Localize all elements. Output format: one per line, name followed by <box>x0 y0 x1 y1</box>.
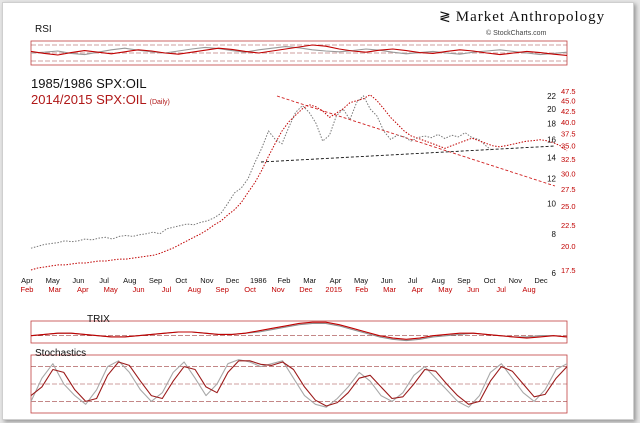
x-top-tick-10: Feb <box>278 276 291 285</box>
chart-canvas: 6 8 10 12 14 16 18 20 22 17.5 20.0 22.5 25.0 27.5 30.0… <box>21 40 576 414</box>
y-right-tick-2: 22.5 <box>561 221 576 230</box>
y-right-tick-12: 47.5 <box>561 87 576 96</box>
x-top-tick-18: Oct <box>484 276 497 285</box>
x-top-tick-11: Mar <box>303 276 316 285</box>
y-right-tick-7: 35.0 <box>561 142 576 151</box>
x-top-tick-15: Jul <box>408 276 418 285</box>
price-panel: 6 8 10 12 14 16 18 20 22 17.5 20.0 22.5 25.0 27.5 30.0… <box>21 87 576 294</box>
stoch-series-2-line <box>30 360 568 407</box>
y-left-tick-1: 8 <box>552 230 557 239</box>
x-top-tick-17: Sep <box>457 276 470 285</box>
chart-title-secondary-text: 2014/2015 SPX:OIL <box>31 92 147 107</box>
y-left-tick-4: 14 <box>547 154 556 163</box>
x-bottom-tick-4: Jun <box>133 285 145 294</box>
x-top-tick-1: May <box>46 276 60 285</box>
y-right-tick-10: 42.5 <box>561 107 576 116</box>
x-bottom-tick-2: Apr <box>77 285 89 294</box>
price-series-1985-line <box>30 95 493 249</box>
trix-panel <box>30 320 568 344</box>
x-top-tick-19: Nov <box>509 276 523 285</box>
y-left-tick-2: 10 <box>547 199 556 208</box>
y-right-tick-3: 25.0 <box>561 202 576 211</box>
x-bottom-tick-0: Feb <box>21 285 34 294</box>
brand-logo: ≷ Market Anthropology <box>435 9 605 26</box>
trix-series-2-line <box>30 321 568 340</box>
y-right-tick-1: 20.0 <box>561 242 576 251</box>
x-top-tick-16: Aug <box>432 276 445 285</box>
x-bottom-tick-5: Jul <box>162 285 172 294</box>
double-helix-icon: ≷ <box>439 10 452 25</box>
trendline-black <box>260 145 556 163</box>
x-bottom-tick-3: May <box>104 285 118 294</box>
x-top-tick-4: Aug <box>123 276 136 285</box>
x-top-tick-20: Dec <box>534 276 548 285</box>
trix-series-1-line <box>30 322 568 342</box>
trix-frame <box>30 320 568 344</box>
x-bottom-tick-12: Feb <box>355 285 368 294</box>
x-top-tick-7: Nov <box>200 276 214 285</box>
x-bottom-tick-18: Aug <box>522 285 535 294</box>
x-top-tick-14: Jun <box>381 276 393 285</box>
x-bottom-tick-9: Nov <box>271 285 285 294</box>
chart-frame: 6 8 10 12 14 16 18 20 22 17.5 20.0 22.5 25.0 27.5 30.0… <box>2 2 634 420</box>
x-bottom-tick-15: May <box>438 285 452 294</box>
x-bottom-tick-1: Mar <box>48 285 61 294</box>
price-series-2014-line <box>30 94 568 271</box>
y-right-tick-5: 30.0 <box>561 169 576 178</box>
rsi-panel <box>30 40 568 66</box>
brand-name: Market Anthropology <box>455 9 606 25</box>
y-right-tick-0: 17.5 <box>561 266 576 275</box>
x-bottom-tick-17: Jul <box>496 285 506 294</box>
x-top-tick-0: Apr <box>21 276 33 285</box>
chart-title-note: (Daily) <box>149 99 170 106</box>
x-bottom-tick-10: Dec <box>299 285 313 294</box>
y-left-tick-6: 18 <box>547 119 556 128</box>
x-bottom-tick-16: Jun <box>467 285 479 294</box>
x-top-tick-5: Sep <box>149 276 162 285</box>
y-left-tick-3: 12 <box>547 175 556 184</box>
y-right-tick-11: 45.0 <box>561 97 576 106</box>
x-top-tick-3: Jul <box>99 276 109 285</box>
x-bottom-tick-13: Mar <box>383 285 396 294</box>
stochastics-label: Stochastics <box>35 348 87 359</box>
x-bottom-tick-14: Apr <box>412 285 424 294</box>
x-top-tick-6: Oct <box>175 276 188 285</box>
trendline-red <box>276 95 556 187</box>
rsi-label: RSI <box>35 24 52 35</box>
x-bottom-tick-8: Oct <box>244 285 257 294</box>
x-top-tick-8: Dec <box>226 276 240 285</box>
chart-credit: © StockCharts.com <box>486 30 547 37</box>
x-bottom-tick-7: Sep <box>216 285 229 294</box>
rsi-series-2-line <box>30 44 568 56</box>
chart-title-primary: 1985/1986 SPX:OIL <box>31 76 147 91</box>
x-top-tick-2: Jun <box>72 276 84 285</box>
y-left-tick-0: 6 <box>552 269 557 278</box>
trix-label: TRIX <box>87 314 110 325</box>
y-right-tick-6: 32.5 <box>561 155 576 164</box>
x-top-tick-13: May <box>354 276 368 285</box>
y-right-tick-8: 37.5 <box>561 129 576 138</box>
stochastics-panel <box>30 354 568 414</box>
y-left-tick-8: 22 <box>547 92 556 101</box>
y-right-tick-4: 27.5 <box>561 185 576 194</box>
chart-title-secondary: 2014/2015 SPX:OIL (Daily) <box>31 92 170 107</box>
x-top-tick-12: Apr <box>330 276 342 285</box>
y-left-tick-7: 20 <box>547 105 556 114</box>
x-bottom-tick-11: 2015 <box>325 285 342 294</box>
y-right-tick-9: 40.0 <box>561 118 576 127</box>
y-left-tick-5: 16 <box>547 135 556 144</box>
x-bottom-tick-6: Aug <box>188 285 201 294</box>
x-top-tick-9: 1986 <box>250 276 267 285</box>
